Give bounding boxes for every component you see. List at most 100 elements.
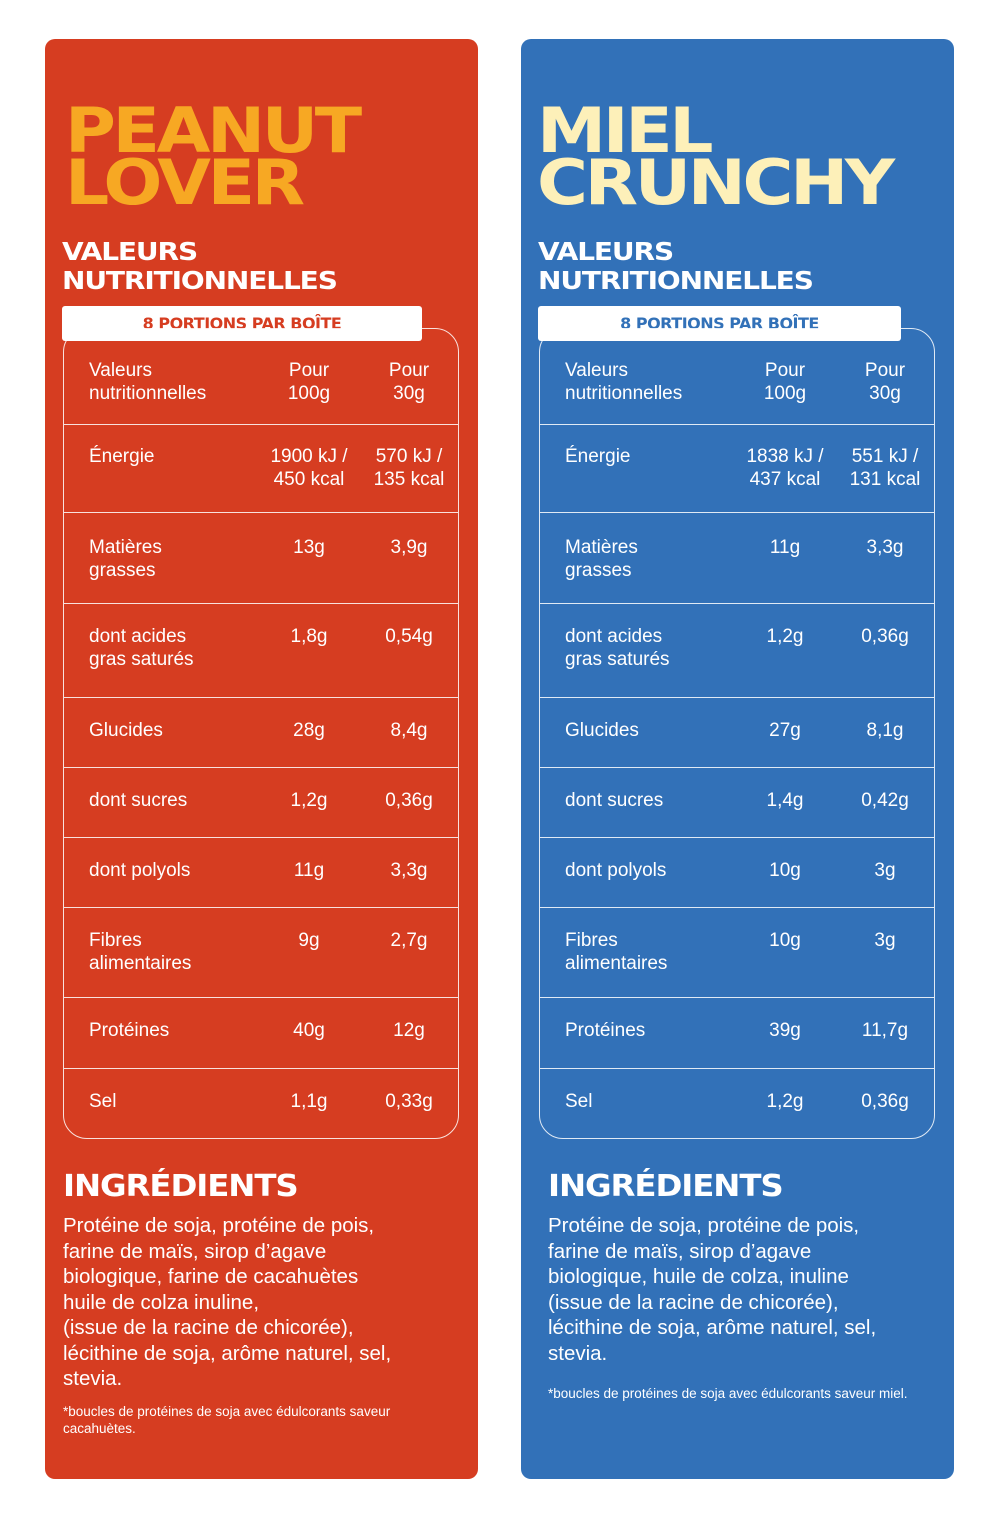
row-label: Fibres alimentaires xyxy=(565,930,668,974)
table-row: Sel 1,1g 0,33g xyxy=(64,1068,458,1138)
table-row: dont sucres 1,2g 0,36g xyxy=(64,767,458,838)
row-per100: 27g xyxy=(769,720,801,741)
product-title: MIEL CRUNCHY xyxy=(537,100,895,214)
ingredients-text: Protéine de soja, protéine de pois, fari… xyxy=(548,1214,877,1365)
heading-line-1: VALEURS xyxy=(538,237,674,266)
row-per100: 11g xyxy=(769,537,801,558)
row-per100: 10g xyxy=(769,860,801,881)
row-per100: 10g xyxy=(769,930,801,951)
row-per30: 0,36g xyxy=(861,626,909,647)
row-label: dont polyols xyxy=(89,860,191,881)
title-line-1: PEANUT xyxy=(65,94,362,167)
row-per30: 3,3g xyxy=(390,860,428,881)
row-per30: 570 kJ / 135 kcal xyxy=(373,446,445,490)
row-per100: 39g xyxy=(769,1020,801,1041)
row-label: Protéines xyxy=(565,1020,646,1041)
ingredients-text: Protéine de soja, protéine de pois, fari… xyxy=(63,1214,392,1390)
ingredients-heading: INGRÉDIENTS xyxy=(63,1169,299,1204)
row-label: Matières grasses xyxy=(89,537,162,581)
row-per30: 0,42g xyxy=(861,790,909,811)
table-row: Matières grasses 13g 3,9g xyxy=(64,512,458,604)
footnote: *boucles de protéines de soja avec édulc… xyxy=(548,1386,908,1401)
row-per100: 9g xyxy=(298,930,320,951)
row-per30: 551 kJ / 131 kcal xyxy=(849,446,921,490)
row-label: dont sucres xyxy=(89,790,188,811)
heading-line-1: VALEURS xyxy=(62,237,198,266)
row-per100: 1900 kJ / 450 kcal xyxy=(270,446,348,490)
footnote: *boucles de protéines de soja avec édulc… xyxy=(63,1404,391,1436)
row-per30: 3,3g xyxy=(866,537,904,558)
row-per100: 1,1g xyxy=(290,1091,328,1112)
row-label: Énergie xyxy=(89,446,155,467)
row-per100: 1,2g xyxy=(766,626,804,647)
miel-crunchy-panel: MIEL CRUNCHY VALEURS NUTRITIONNELLES 8 P… xyxy=(521,39,954,1479)
row-label: Fibres alimentaires xyxy=(89,930,192,974)
peanut-lover-panel: PEANUT LOVER VALEURS NUTRITIONNELLES 8 P… xyxy=(45,39,478,1479)
table-row: dont polyols 10g 3g xyxy=(540,837,934,908)
row-per100: 13g xyxy=(293,537,325,558)
row-per30: 0,54g xyxy=(385,626,433,647)
title-line-2: LOVER xyxy=(65,146,305,219)
nutrition-heading: VALEURS NUTRITIONNELLES xyxy=(62,237,338,295)
nutrition-table: Valeurs nutritionnelles Pour 100g Pour 3… xyxy=(63,328,459,1139)
row-per100: 1,2g xyxy=(766,1091,804,1112)
table-row: dont sucres 1,4g 0,42g xyxy=(540,767,934,838)
title-line-2: CRUNCHY xyxy=(537,146,895,219)
heading-line-2: NUTRITIONNELLES xyxy=(62,266,338,295)
row-label: Protéines xyxy=(89,1020,170,1041)
table-row: Fibres alimentaires 9g 2,7g xyxy=(64,907,458,998)
row-per100: 1,8g xyxy=(290,626,328,647)
heading-line-2: NUTRITIONNELLES xyxy=(538,266,814,295)
table-row: Protéines 39g 11,7g xyxy=(540,997,934,1069)
row-per100: 1838 kJ / 437 kcal xyxy=(746,446,824,490)
row-per30: 3g xyxy=(874,930,896,951)
row-label: dont sucres xyxy=(565,790,664,811)
nutrition-heading: VALEURS NUTRITIONNELLES xyxy=(538,237,814,295)
ingredients-heading: INGRÉDIENTS xyxy=(548,1169,784,1204)
table-row: Protéines 40g 12g xyxy=(64,997,458,1069)
row-per30: 12g xyxy=(393,1020,425,1041)
portions-badge: 8 PORTIONS PAR BOÎTE xyxy=(62,306,422,341)
header-per100: Pour 100g xyxy=(763,360,807,404)
row-per100: 40g xyxy=(293,1020,325,1041)
header-per30: Pour 30g xyxy=(388,360,430,404)
table-header-row: Valeurs nutritionnelles Pour 100g Pour 3… xyxy=(64,329,458,425)
product-title: PEANUT LOVER xyxy=(65,100,362,214)
table-row: Énergie 1900 kJ / 450 kcal 570 kJ / 135 … xyxy=(64,424,458,513)
row-per30: 2,7g xyxy=(390,930,428,951)
table-row: Énergie 1838 kJ / 437 kcal 551 kJ / 131 … xyxy=(540,424,934,513)
row-per30: 8,4g xyxy=(390,720,428,741)
table-row: dont acides gras saturés 1,2g 0,36g xyxy=(540,603,934,698)
row-label: dont acides gras saturés xyxy=(89,626,194,670)
row-per100: 1,4g xyxy=(766,790,804,811)
table-row: dont acides gras saturés 1,8g 0,54g xyxy=(64,603,458,698)
row-per100: 11g xyxy=(293,860,325,881)
header-per100: Pour 100g xyxy=(287,360,331,404)
row-label: Sel xyxy=(89,1091,117,1112)
row-per30: 3,9g xyxy=(390,537,428,558)
header-label: Valeurs nutritionnelles xyxy=(565,360,683,404)
table-row: dont polyols 11g 3,3g xyxy=(64,837,458,908)
table-header-row: Valeurs nutritionnelles Pour 100g Pour 3… xyxy=(540,329,934,425)
table-row: Sel 1,2g 0,36g xyxy=(540,1068,934,1138)
row-per30: 0,36g xyxy=(861,1091,909,1112)
row-label: Glucides xyxy=(565,720,639,741)
row-label: dont polyols xyxy=(565,860,667,881)
table-row: Matières grasses 11g 3,3g xyxy=(540,512,934,604)
nutrition-table: Valeurs nutritionnelles Pour 100g Pour 3… xyxy=(539,328,935,1139)
row-per30: 0,33g xyxy=(385,1091,433,1112)
row-per30: 11,7g xyxy=(861,1020,909,1041)
header-label: Valeurs nutritionnelles xyxy=(89,360,207,404)
row-per100: 28g xyxy=(293,720,325,741)
title-line-1: MIEL xyxy=(537,94,714,167)
row-per100: 1,2g xyxy=(290,790,328,811)
row-label: dont acides gras saturés xyxy=(565,626,670,670)
table-row: Fibres alimentaires 10g 3g xyxy=(540,907,934,998)
row-per30: 0,36g xyxy=(385,790,433,811)
table-row: Glucides 27g 8,1g xyxy=(540,697,934,768)
row-per30: 8,1g xyxy=(866,720,904,741)
row-label: Glucides xyxy=(89,720,163,741)
header-per30: Pour 30g xyxy=(864,360,906,404)
row-label: Énergie xyxy=(565,446,631,467)
row-label: Sel xyxy=(565,1091,593,1112)
